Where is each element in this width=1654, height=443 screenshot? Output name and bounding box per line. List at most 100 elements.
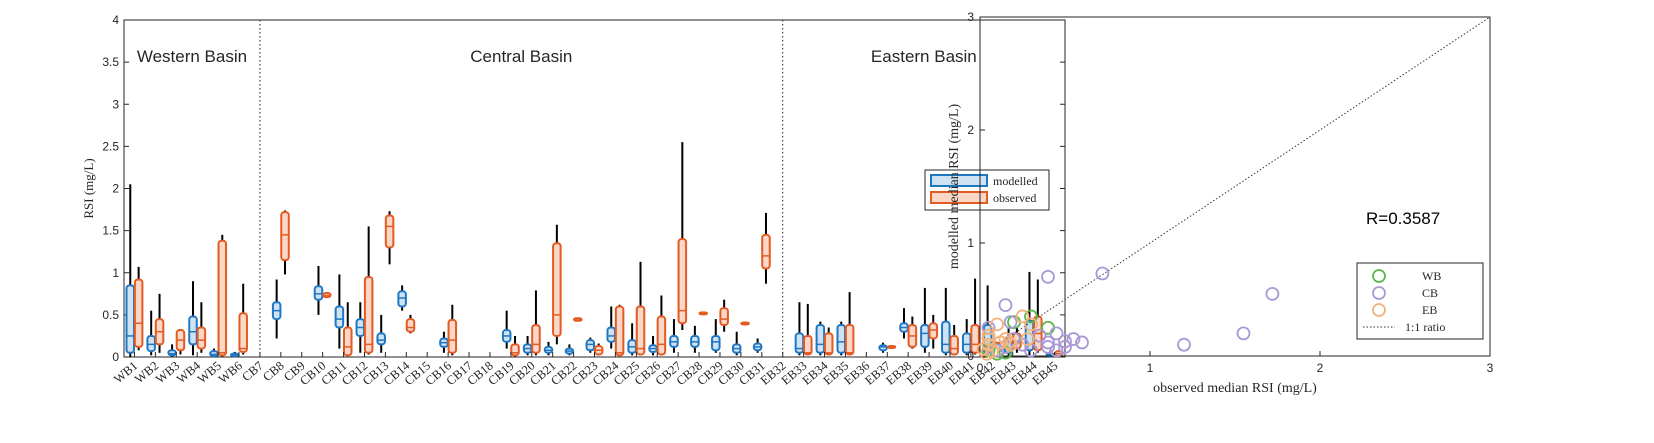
scatter-point-eb [985,344,999,359]
observed-box [217,239,228,357]
observed-box [552,242,562,337]
modelled-box [209,350,219,358]
y-tick-label: 0.5 [102,308,119,322]
legend-label: WB [1422,269,1441,283]
observed-box [635,305,646,356]
modelled-box [585,339,596,352]
y-tick-label: 1.5 [102,224,119,238]
y-tick-label: 2 [112,182,119,196]
observed-box [803,334,813,356]
scatter-point-cb [1058,334,1072,349]
x-tick-label: 1 [1147,361,1154,375]
observed-box [677,238,688,325]
legend-label: CB [1422,286,1438,300]
y-tick-label: 2.5 [102,139,119,153]
observed-box [928,322,939,340]
observed-box [844,323,855,356]
region-label: Western Basin [137,47,247,66]
legend-label: 1:1 ratio [1405,320,1445,334]
legend-label: observed [993,191,1036,205]
box-plot-panel: 0 0.5 1 1.5 2 2.5 3 3.5 4 RSI (mg/L) Western Basin… [81,13,1066,388]
y-tick-label: 2 [967,123,974,137]
legend-marker [1372,286,1386,300]
region-label: Central Basin [470,47,572,66]
scatter-point-cb [998,298,1013,313]
scatter-point-cb [1041,269,1055,284]
x-tick-label: 2 [1317,361,1324,375]
modelled-box [397,290,407,308]
y-tick-label: 3 [112,97,119,111]
scatter-plot-panel: 0 1 2 3 0 1 2 3 observed median RSI (mg/L) modell… [947,10,1494,396]
observed-box [405,318,416,333]
scatter-point-eb [981,328,996,343]
scatter-point-eb [1015,309,1030,324]
modelled-box [188,315,198,346]
modelled-box [167,349,177,357]
y-tick-label: 1 [112,266,119,280]
observed-box [342,326,353,357]
observed-box [238,312,248,353]
y-axis-label: RSI (mg/L) [81,158,96,218]
observed-box [761,233,771,270]
legend-swatch [930,191,988,204]
observed-box [970,323,980,354]
modelled-box [794,332,805,354]
legend-label: EB [1422,303,1437,317]
correlation-annotation: R=0.3587 [1366,209,1440,228]
scatter-point-cb [1049,343,1064,358]
scatter-point-cb [1075,335,1089,350]
x-tick-label: 0 [977,361,984,375]
scatter-point-cb [1066,332,1081,346]
scatter-point-cb [1236,326,1251,341]
y-axis-label: modelled median RSI (mg/L) [947,104,962,270]
y-tick-label: 3.5 [102,55,119,69]
modelled-box [815,323,826,354]
scatter-point-eb [1003,337,1018,352]
modelled-box [941,320,951,354]
y-tick-label: 0 [112,350,119,364]
y-tick-label: 4 [112,13,119,27]
observed-box [363,275,374,354]
modelled-box [376,332,386,346]
observed-box [531,323,541,354]
scatter-point-eb [1024,317,1038,332]
scatter-point-cb [1177,337,1191,352]
legend-marker [1372,303,1386,317]
modelled-box [125,284,136,354]
x-tick-label: EB45 [1030,359,1061,388]
observed-box [280,211,290,262]
scatter-point-eb [1020,332,1035,346]
observed-box [949,334,959,356]
legend-swatch [930,174,988,187]
modelled-box [606,326,616,343]
scatter-point-eb [1002,335,1016,350]
observed-box [656,315,667,356]
observed-box [719,307,729,326]
scatter-point-cb [1265,286,1280,301]
modelled-box [313,285,324,301]
legend-label: modelled [993,174,1038,188]
observed-box [133,278,144,348]
x-axis-label: observed median RSI (mg/L) [1153,381,1317,396]
modelled-box [711,334,721,352]
scatter-point-cb [1049,326,1064,341]
modelled-box [920,323,930,348]
observed-box [614,305,625,357]
modelled-box [334,305,345,329]
scatter-point-cb [1003,315,1018,330]
scatter-point-eb [990,317,1004,332]
legend-marker [1372,269,1386,283]
modelled-box [878,344,888,352]
scatter-point-eb [976,342,991,357]
y-tick-label: 3 [967,10,974,24]
legend-box [1356,262,1484,340]
y-tick-label: 1 [967,236,974,250]
y-tick-label: 0 [967,349,974,363]
scatter-point-cb [1041,340,1055,354]
plot-frame [979,16,1491,357]
scatter-point-cb [1041,335,1055,350]
observed-box [823,332,834,356]
plot-frame [123,19,1066,358]
ref-line [979,16,1491,357]
